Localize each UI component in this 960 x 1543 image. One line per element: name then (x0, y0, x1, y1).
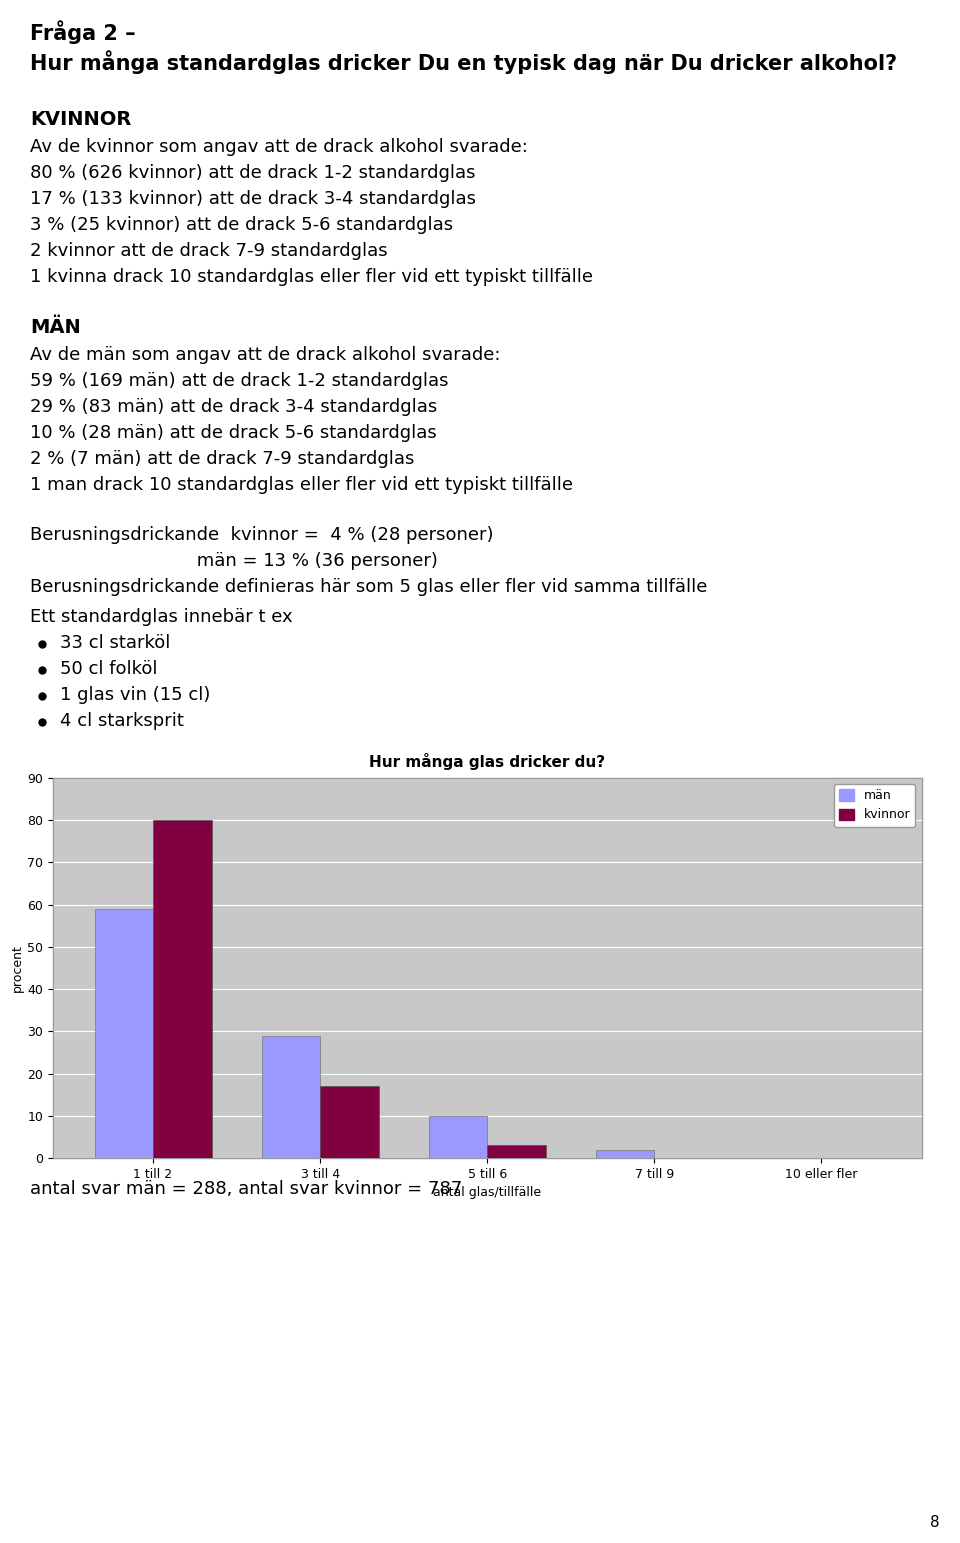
Text: 2 % (7 män) att de drack 7-9 standardglas: 2 % (7 män) att de drack 7-9 standardgla… (30, 451, 415, 468)
Text: 17 % (133 kvinnor) att de drack 3-4 standardglas: 17 % (133 kvinnor) att de drack 3-4 stan… (30, 190, 476, 208)
Bar (320, 1086, 378, 1157)
Text: KVINNOR: KVINNOR (30, 110, 132, 130)
Text: Berusningsdrickande  kvinnor =  4 % (28 personer): Berusningsdrickande kvinnor = 4 % (28 pe… (30, 526, 493, 545)
Text: Av de kvinnor som angav att de drack alkohol svarade:: Av de kvinnor som angav att de drack alk… (30, 137, 528, 156)
Text: antal svar män = 288, antal svar kvinnor = 787: antal svar män = 288, antal svar kvinnor… (30, 1180, 463, 1197)
Bar (95, 909, 153, 1157)
Text: 1 glas vin (15 cl): 1 glas vin (15 cl) (60, 687, 210, 704)
Bar (153, 821, 211, 1157)
Text: MÄN: MÄN (30, 318, 81, 336)
Bar (429, 1116, 488, 1157)
Text: Av de män som angav att de drack alkohol svarade:: Av de män som angav att de drack alkohol… (30, 346, 500, 364)
Text: 50 cl folköl: 50 cl folköl (60, 660, 157, 677)
Text: 1 man drack 10 standardglas eller fler vid ett typiskt tillfälle: 1 man drack 10 standardglas eller fler v… (30, 475, 573, 494)
Text: Ett standardglas innebär t ex: Ett standardglas innebär t ex (30, 608, 293, 626)
Text: 59 % (169 män) att de drack 1-2 standardglas: 59 % (169 män) att de drack 1-2 standard… (30, 372, 448, 390)
Text: 33 cl starköl: 33 cl starköl (60, 634, 170, 653)
Text: 3 % (25 kvinnor) att de drack 5-6 standardglas: 3 % (25 kvinnor) att de drack 5-6 standa… (30, 216, 453, 235)
Y-axis label: procent: procent (12, 944, 24, 992)
Bar (488, 1145, 545, 1157)
Legend: män, kvinnor: män, kvinnor (833, 784, 915, 827)
Bar (262, 1035, 320, 1157)
Text: 29 % (83 män) att de drack 3-4 standardglas: 29 % (83 män) att de drack 3-4 standardg… (30, 398, 437, 417)
Text: 10 % (28 män) att de drack 5-6 standardglas: 10 % (28 män) att de drack 5-6 standardg… (30, 424, 437, 441)
Bar (596, 1150, 655, 1157)
Text: 4 cl starksprit: 4 cl starksprit (60, 711, 184, 730)
Text: 80 % (626 kvinnor) att de drack 1-2 standardglas: 80 % (626 kvinnor) att de drack 1-2 stan… (30, 164, 475, 182)
Text: 8: 8 (930, 1515, 940, 1531)
Text: Hur många standardglas dricker Du en typisk dag när Du dricker alkohol?: Hur många standardglas dricker Du en typ… (30, 49, 898, 74)
Text: män = 13 % (36 personer): män = 13 % (36 personer) (30, 552, 438, 569)
Text: 1 kvinna drack 10 standardglas eller fler vid ett typiskt tillfälle: 1 kvinna drack 10 standardglas eller fle… (30, 268, 593, 285)
Text: 2 kvinnor att de drack 7-9 standardglas: 2 kvinnor att de drack 7-9 standardglas (30, 242, 388, 261)
FancyBboxPatch shape (53, 778, 922, 1157)
Text: Berusningsdrickande definieras här som 5 glas eller fler vid samma tillfälle: Berusningsdrickande definieras här som 5… (30, 579, 708, 596)
Text: Fråga 2 –: Fråga 2 – (30, 20, 135, 43)
X-axis label: antal glas/tillfälle: antal glas/tillfälle (433, 1187, 541, 1199)
Title: Hur många glas dricker du?: Hur många glas dricker du? (370, 753, 605, 770)
